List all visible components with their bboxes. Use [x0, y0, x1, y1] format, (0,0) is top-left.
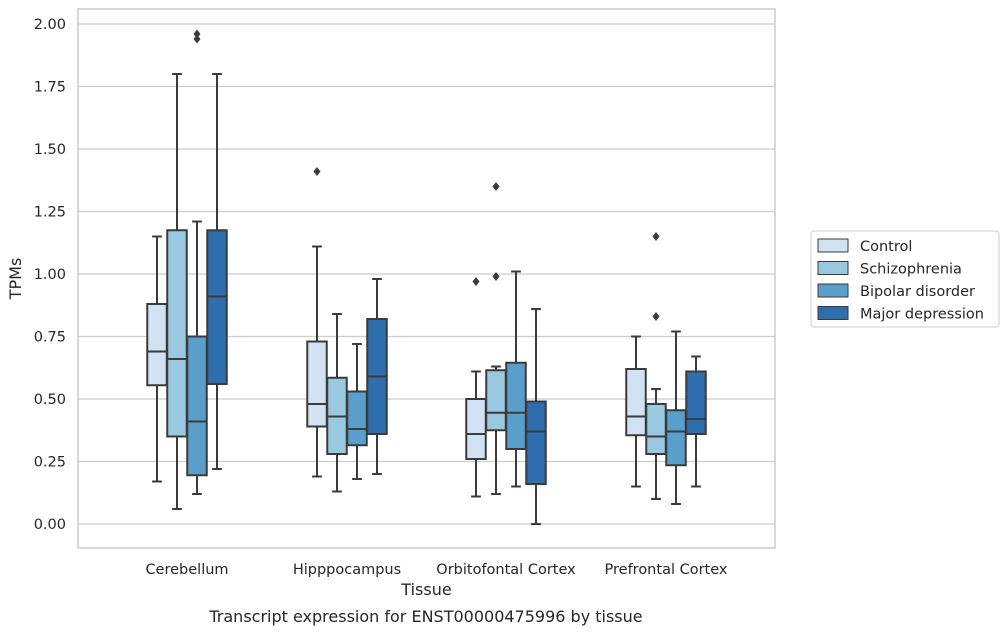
iqr-box	[665, 409, 687, 467]
outlier-point	[492, 272, 500, 281]
box-major-depression	[206, 73, 228, 470]
legend-label: Control	[860, 239, 912, 255]
outlier-point	[652, 312, 660, 321]
box-bipolar-disorder	[346, 343, 368, 480]
box-schizophrenia	[645, 232, 667, 500]
box-major-depression	[366, 278, 388, 475]
box-major-depression	[685, 355, 707, 488]
x-axis-title: Tissue	[400, 580, 451, 599]
y-tick-label: 0.00	[34, 517, 66, 533]
x-tick-labels: Cerebellum Hipppocampus Orbitofontal Corte…	[145, 562, 727, 578]
plot-frame	[77, 8, 776, 549]
outlier-point	[193, 29, 201, 39]
iqr-box	[146, 303, 168, 387]
legend-swatch	[817, 306, 849, 320]
box-major-depression	[525, 308, 547, 525]
category-group	[306, 167, 388, 493]
box-schizophrenia	[166, 73, 188, 510]
legend-swatch	[817, 261, 849, 275]
y-tick-label: 1.00	[34, 267, 66, 283]
iqr-box	[505, 361, 527, 450]
x-tick-label: Hipppocampus	[293, 562, 401, 578]
box-control	[146, 235, 168, 483]
category-group	[146, 29, 228, 510]
iqr-box	[306, 340, 328, 428]
y-tick-label: 0.50	[34, 392, 66, 408]
iqr-box	[645, 403, 667, 455]
y-tick-label: 2.00	[34, 17, 66, 33]
outlier-point	[313, 167, 321, 176]
y-tick-label: 1.50	[34, 142, 66, 158]
outlier-point	[492, 182, 500, 191]
legend-label: Schizophrenia	[860, 262, 962, 278]
legend-swatch	[817, 283, 849, 298]
box-bipolar-disorder	[186, 29, 208, 495]
category-group	[465, 182, 547, 525]
legend: Control Schizophrenia Bipolar disorder Majo…	[810, 230, 1000, 328]
x-tick-label: Prefrontal Cortex	[605, 562, 728, 578]
box-bipolar-disorder	[505, 270, 527, 488]
box-schizophrenia	[326, 313, 348, 493]
figure-caption: Transcript expression for ENST0000047599…	[208, 607, 642, 626]
iqr-box	[685, 370, 707, 435]
box-series	[146, 29, 707, 525]
outlier-point	[193, 34, 201, 44]
iqr-box	[625, 368, 647, 437]
box-control	[465, 277, 487, 498]
y-axis-title: TPMs	[6, 258, 25, 301]
iqr-box	[186, 335, 208, 477]
category-group	[625, 232, 707, 505]
iqr-box	[346, 390, 368, 447]
iqr-box	[465, 398, 487, 460]
y-tick-label: 1.25	[34, 205, 66, 221]
y-tick-label: 1.75	[34, 80, 66, 96]
outlier-point	[472, 277, 480, 286]
legend-label: Bipolar disorder	[860, 284, 975, 300]
x-tick-label: Orbitofontal Cortex	[436, 562, 576, 578]
legend-swatch	[817, 238, 849, 253]
legend-frame	[810, 230, 1000, 328]
box-control	[306, 167, 328, 478]
iqr-box	[525, 400, 547, 485]
iqr-box	[206, 229, 228, 385]
y-tick-label: 0.75	[34, 330, 66, 346]
box-bipolar-disorder	[665, 330, 687, 505]
y-tick-label: 0.25	[34, 455, 66, 471]
y-tick-labels: 0.00 0.25 0.50 0.75 1.00 1.25 1.50 1.75 2.00	[34, 17, 66, 533]
iqr-box	[485, 369, 507, 432]
iqr-box	[166, 229, 188, 438]
box-control	[625, 335, 647, 488]
box-schizophrenia	[485, 182, 507, 495]
x-tick-label: Cerebellum	[145, 562, 228, 578]
outlier-point	[652, 232, 660, 241]
legend-label: Major depression	[860, 307, 984, 323]
